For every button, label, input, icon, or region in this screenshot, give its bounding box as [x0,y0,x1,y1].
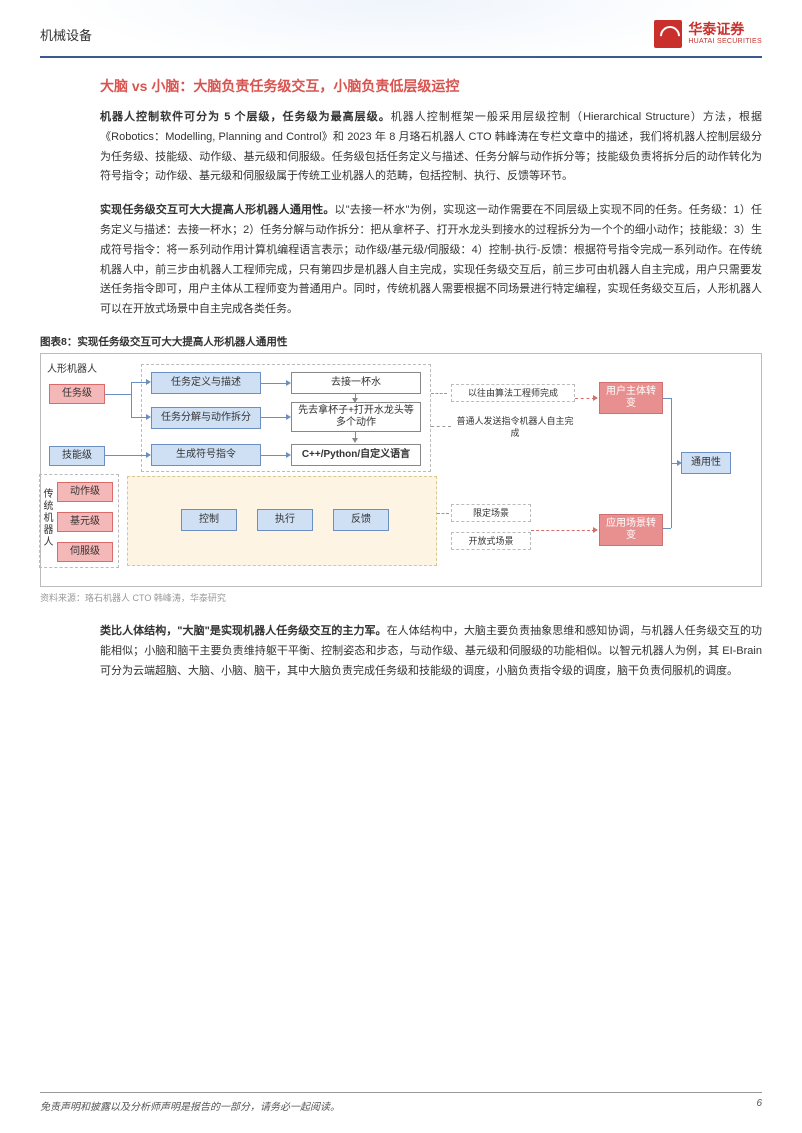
main-content: 大脑 vs 小脑：大脑负责任务级交互，小脑负责低层级运控 机器人控制软件可分为 … [0,58,802,681]
section-heading: 大脑 vs 小脑：大脑负责任务级交互，小脑负责低层级运控 [100,76,762,96]
footer-page-number: 6 [756,1098,762,1113]
figure-number: 图表8： [40,336,77,348]
arrowhead-icon [352,438,358,443]
arrowhead-icon [286,414,291,420]
figure-title-text: 实现任务级交互可大大提高人形机器人通用性 [77,336,287,348]
para3-bold: 类比人体结构，"大脑"是实现机器人任务级交互的主力军。 [100,625,387,637]
arrow [131,382,146,383]
paragraph-1: 机器人控制软件可分为 5 个层级，任务级为最高层级。机器人控制框架一般采用层级控… [100,108,762,187]
arrow [261,383,286,384]
arrow [105,455,146,456]
arrowhead-icon [146,414,151,420]
box-feedback: 反馈 [333,509,389,531]
traditional-dashed-region [39,474,119,568]
arrow [105,394,131,395]
footer-divider [40,1092,762,1093]
page-header: 机械设备 华泰证券 HUATAI SECURITIES [0,0,802,56]
category-label: 机械设备 [40,25,92,44]
footer-row: 免责声明和披露以及分析师声明是报告的一部分，请务必一起阅读。 6 [40,1098,762,1113]
paragraph-3: 类比人体结构，"大脑"是实现机器人任务级交互的主力军。在人体结构中，大脑主要负责… [100,622,762,681]
brand-text: 华泰证券 HUATAI SECURITIES [688,22,762,45]
arrowhead-icon [352,398,358,403]
figure-source: 资料来源：珞石机器人 CTO 韩峰涛，华泰研究 [40,591,762,604]
paragraph-2: 实现任务级交互可大大提高人形机器人通用性。以"去接一杯水"为例，实现这一动作需要… [100,201,762,320]
arrowhead-icon [286,380,291,386]
label-humanoid: 人形机器人 [47,360,97,375]
arrow [575,398,595,399]
footer-disclaimer: 免责声明和披露以及分析师声明是报告的一部分，请务必一起阅读。 [40,1098,340,1113]
box-scene-change: 应用场景转变 [599,514,663,546]
brand-cn: 华泰证券 [688,22,762,37]
para1-bold: 机器人控制软件可分为 5 个层级，任务级为最高层级。 [100,111,391,123]
arrowhead-icon [146,452,151,458]
arrow [261,455,286,456]
arrowhead-icon [593,527,598,533]
arrow [663,528,671,529]
page-footer: 免责声明和披露以及分析师声明是报告的一部分，请务必一起阅读。 6 [0,1082,802,1133]
brand-block: 华泰证券 HUATAI SECURITIES [654,20,762,48]
arrowhead-icon [146,379,151,385]
note-fixed: 限定场景 [451,504,531,522]
para2-text: 以"去接一杯水"为例，实现这一动作需要在不同层级上实现不同的任务。任务级：1）任… [100,204,762,315]
note-open: 开放式场景 [451,532,531,550]
brand-logo-icon [654,20,682,48]
box-execute: 执行 [257,509,313,531]
arrow [663,398,671,399]
arrow [261,417,286,418]
box-generality: 通用性 [681,452,731,474]
figure-flowchart: 人形机器人 任务级 技能级 传统机器人 动作级 基元级 伺服级 任务定义与描述 … [40,353,762,587]
para2-bold: 实现任务级交互可大大提高人形机器人通用性。 [100,204,335,216]
box-control: 控制 [181,509,237,531]
arrow [431,393,447,394]
box-skill-level: 技能级 [49,446,105,466]
arrowhead-icon [286,452,291,458]
arrowhead-icon [677,460,682,466]
arrowhead-icon [593,395,598,401]
arrow [131,382,132,418]
arrow [431,426,451,427]
note-user-auto: 普通人发送指令机器人自主完成 [455,416,575,439]
box-task-level: 任务级 [49,384,105,404]
box-user-change: 用户主体转变 [599,382,663,414]
figure-title: 图表8：实现任务级交互可大大提高人形机器人通用性 [40,334,762,349]
arrow [531,530,595,531]
note-engineer: 以往由算法工程师完成 [451,384,575,402]
arrow [437,513,449,514]
brand-en: HUATAI SECURITIES [688,38,762,46]
arrow [131,417,146,418]
